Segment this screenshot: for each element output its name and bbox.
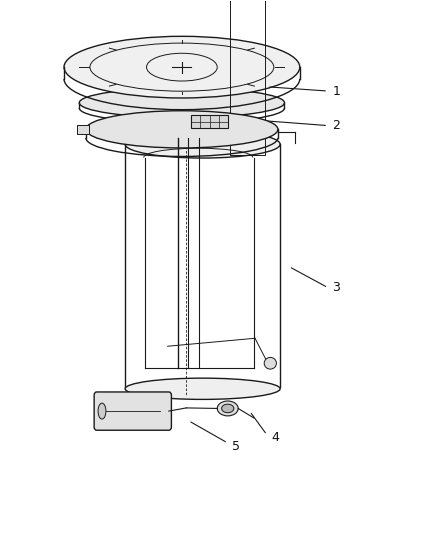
Ellipse shape [64,36,300,98]
Ellipse shape [222,404,234,413]
Text: 5: 5 [232,440,240,453]
Ellipse shape [264,358,276,369]
Ellipse shape [125,378,280,399]
Ellipse shape [125,131,280,158]
Ellipse shape [79,88,285,118]
Text: 3: 3 [332,281,340,294]
Text: 4: 4 [272,431,279,444]
Ellipse shape [86,111,278,148]
Text: 1: 1 [332,85,340,98]
Text: 2: 2 [332,119,340,132]
FancyBboxPatch shape [191,115,228,128]
FancyBboxPatch shape [77,125,89,134]
FancyBboxPatch shape [94,392,171,430]
Ellipse shape [98,403,106,419]
Ellipse shape [217,401,238,416]
